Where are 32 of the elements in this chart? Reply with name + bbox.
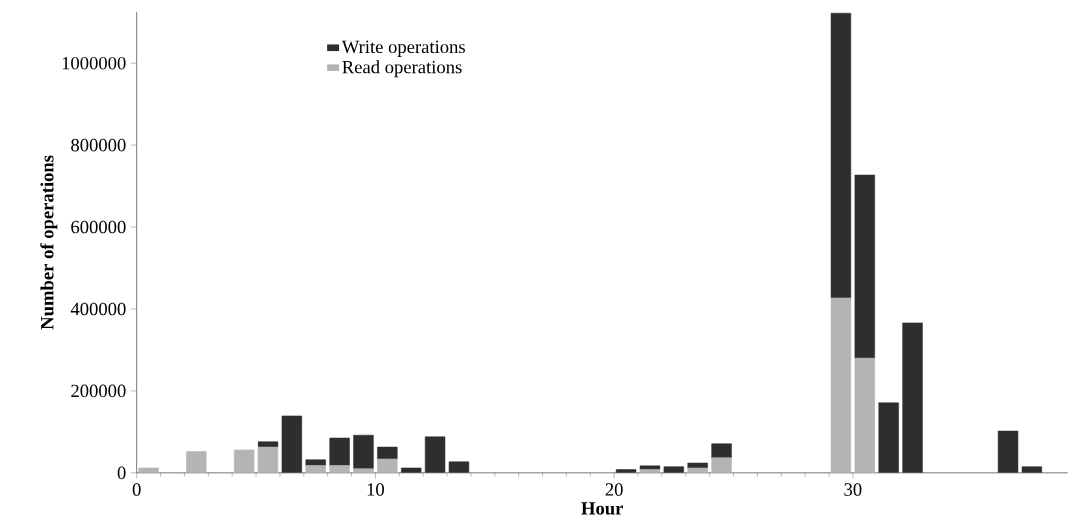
bar <box>1021 466 1043 473</box>
bar <box>353 435 374 470</box>
y-tick-label: 0 <box>117 466 126 480</box>
bar <box>854 174 875 359</box>
x-tick-label: 30 <box>844 483 862 496</box>
y-axis-title: Number of operations <box>40 155 58 330</box>
bar <box>329 437 350 466</box>
bar <box>687 462 708 469</box>
bar <box>401 467 422 473</box>
legend-label: Read operations <box>342 60 462 78</box>
bar <box>305 459 326 466</box>
legend-label: Write operations <box>341 40 465 58</box>
x-axis-title: Hour <box>581 502 624 515</box>
bar <box>997 430 1019 473</box>
bar <box>639 465 661 470</box>
bar <box>663 466 684 473</box>
bar <box>902 322 923 473</box>
bar <box>830 13 852 299</box>
x-tick-label: 20 <box>605 483 623 496</box>
bar <box>711 443 732 459</box>
bar <box>448 461 470 473</box>
y-tick-label: 1000000 <box>62 57 126 70</box>
y-tick-label: 800000 <box>71 138 126 152</box>
x-tick-label: 0 <box>132 483 141 496</box>
bar <box>377 446 398 460</box>
bar <box>424 436 446 473</box>
y-tick-label: 400000 <box>70 302 126 316</box>
bar <box>878 402 899 473</box>
y-tick-label: 600000 <box>71 220 126 234</box>
x-tick-label: 10 <box>367 483 384 496</box>
y-tick-label: 200000 <box>71 384 126 398</box>
bar <box>281 415 303 473</box>
